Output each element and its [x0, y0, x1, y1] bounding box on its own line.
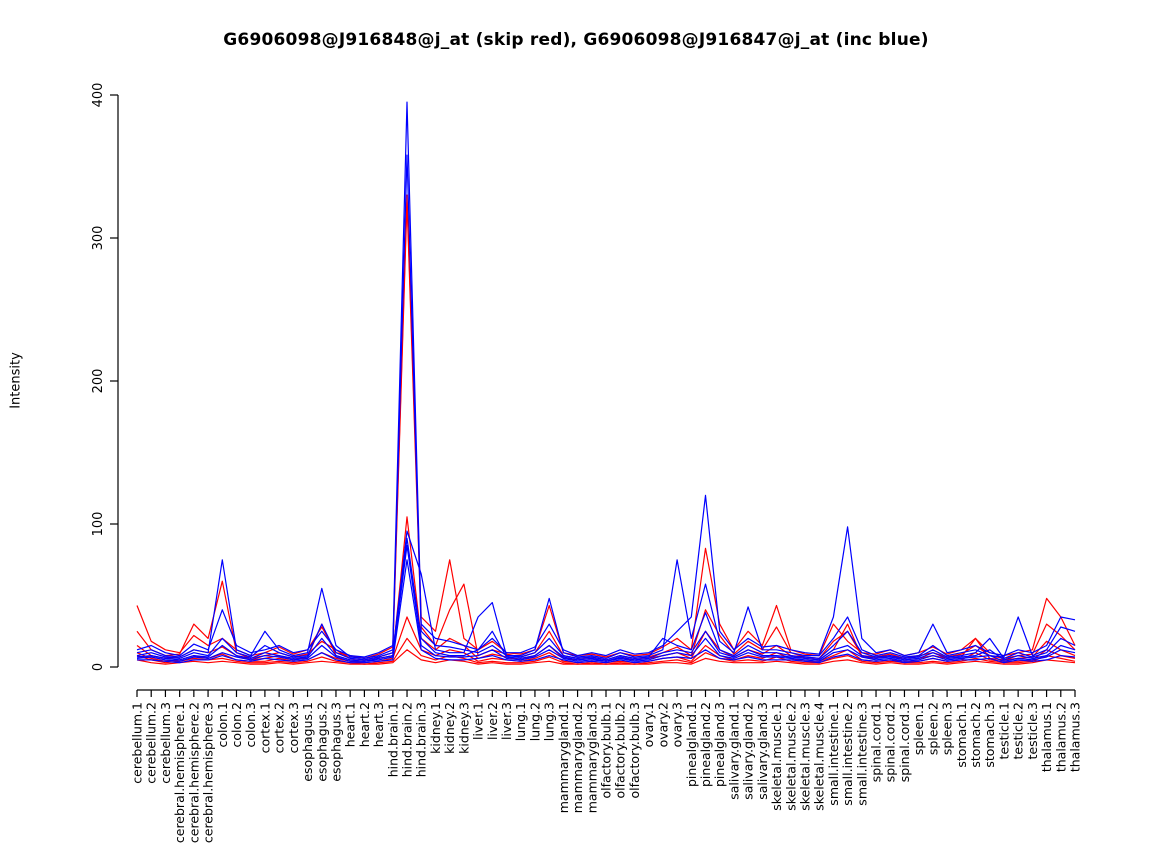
- y-tick-labels: 0 100 200 300 400: [91, 83, 106, 672]
- x-tick-label: small.intestine.3: [854, 702, 869, 806]
- x-tick-label: testicle.3: [1025, 702, 1040, 759]
- x-tick-label: colon.2: [229, 702, 244, 748]
- x-tick-label: hind.brain.3: [414, 702, 429, 777]
- x-tick-label: testicle.1: [996, 702, 1011, 759]
- x-tick-label: ovary.2: [655, 702, 670, 747]
- x-tick-label: spleen.2: [925, 702, 940, 755]
- x-tick-label: cerebral.hemisphere.3: [201, 702, 216, 843]
- x-tick-label: olfactory.bulb.2: [613, 702, 628, 799]
- x-tick-label: thalamus.1: [1039, 702, 1054, 772]
- series-lines: [136, 101, 1076, 665]
- series-line-skip.2: [136, 201, 1076, 661]
- y-tick-label: 100: [91, 512, 106, 537]
- x-tick-label: skeletal.muscle.4: [812, 702, 827, 811]
- x-tick-label: olfactory.bulb.1: [599, 702, 614, 799]
- x-tick-label: cerebral.hemisphere.2: [186, 702, 201, 843]
- x-tick-label: salivary.gland.1: [726, 702, 741, 800]
- x-tick-label: spinal.cord.3: [897, 702, 912, 782]
- y-tick-label: 200: [91, 369, 106, 394]
- series-line-inc.6: [137, 559, 1076, 664]
- series-line-inc.3: [136, 530, 1076, 661]
- x-tick-label: esophagus.2: [314, 702, 329, 782]
- x-tick-label: skeletal.muscle.2: [783, 702, 798, 811]
- y-axis: [110, 94, 119, 668]
- x-tick-label: pinealgland.3: [712, 702, 727, 787]
- x-tick-label: stomach.3: [982, 702, 997, 768]
- x-tick-labels: cerebellum.1 cerebellum.2 cerebellum.3 cere…: [130, 702, 1083, 843]
- x-tick-label: heart.1: [343, 702, 358, 747]
- series-line-inc.2: [136, 154, 1076, 660]
- y-tick-label: 400: [91, 83, 106, 108]
- x-tick-label: colon.3: [243, 702, 258, 748]
- x-tick-label: mammarygland.3: [584, 702, 599, 813]
- series-line-skip.1: [136, 194, 1076, 660]
- x-tick-label: heart.2: [357, 702, 372, 747]
- x-tick-label: small.intestine.2: [840, 702, 855, 806]
- x-tick-label: skeletal.muscle.1: [769, 702, 784, 811]
- y-axis-label: Intensity: [8, 352, 24, 409]
- x-tick-label: kidney.2: [442, 702, 457, 754]
- x-tick-label: lung.2: [527, 702, 542, 741]
- x-tick-label: esophagus.3: [328, 702, 343, 782]
- x-tick-label: spleen.1: [911, 702, 926, 755]
- x-tick-label: salivary.gland.2: [741, 702, 756, 800]
- x-tick-label: thalamus.3: [1068, 702, 1083, 772]
- x-tick-label: mammarygland.2: [570, 702, 585, 813]
- x-tick-label: small.intestine.1: [826, 702, 841, 806]
- x-tick-label: stomach.2: [968, 702, 983, 768]
- x-tick-label: cerebral.hemisphere.1: [172, 702, 187, 843]
- x-tick-label: spinal.cord.2: [883, 702, 898, 782]
- x-tick-label: ovary.3: [670, 702, 685, 747]
- x-tick-label: heart.3: [371, 702, 386, 747]
- x-tick-label: lung.1: [513, 702, 528, 741]
- x-tick-label: cerebellum.1: [130, 702, 145, 784]
- x-tick-label: spleen.3: [940, 702, 955, 755]
- x-tick-label: spinal.cord.1: [869, 702, 884, 782]
- x-tick-label: cortex.1: [257, 702, 272, 753]
- series-line-inc.1: [136, 101, 1076, 658]
- x-tick-label: pinealgland.2: [698, 702, 713, 787]
- x-tick-label: olfactory.bulb.3: [627, 702, 642, 799]
- x-tick-label: liver.1: [471, 702, 486, 740]
- x-tick-label: stomach.1: [954, 702, 969, 768]
- x-tick-label: kidney.1: [428, 702, 443, 754]
- x-tick-label: liver.2: [485, 702, 500, 740]
- x-tick-label: skeletal.muscle.3: [797, 702, 812, 811]
- x-tick-label: testicle.2: [1011, 702, 1026, 759]
- x-axis: [136, 689, 1076, 697]
- x-tick-label: liver.3: [499, 702, 514, 740]
- x-tick-label: hind.brain.1: [385, 702, 400, 777]
- x-tick-label: esophagus.1: [300, 702, 315, 782]
- x-tick-label: colon.1: [215, 702, 230, 748]
- x-tick-label: ovary.1: [641, 702, 656, 747]
- x-tick-label: hind.brain.2: [400, 702, 415, 777]
- x-tick-label: cerebellum.3: [158, 702, 173, 784]
- x-tick-label: cortex.2: [272, 702, 287, 753]
- x-tick-label: cerebellum.2: [144, 702, 159, 784]
- series-line-skip.6: [136, 649, 1076, 665]
- series-line-inc.4: [136, 537, 1076, 662]
- x-tick-label: lung.3: [542, 702, 557, 741]
- series-line-inc.5: [136, 544, 1076, 662]
- x-tick-label: mammarygland.1: [556, 702, 571, 813]
- x-tick-label: kidney.3: [456, 702, 471, 754]
- y-tick-label: 300: [91, 226, 106, 251]
- chart-title: G6906098@J916848@j_at (skip red), G69060…: [223, 30, 929, 50]
- x-tick-label: salivary.gland.3: [755, 702, 770, 800]
- x-tick-label: cortex.3: [286, 702, 301, 753]
- x-tick-label: pinealgland.1: [684, 702, 699, 787]
- x-tick-label: thalamus.2: [1053, 702, 1068, 772]
- y-tick-label: 0: [91, 663, 106, 671]
- series-line-skip.3: [136, 516, 1076, 662]
